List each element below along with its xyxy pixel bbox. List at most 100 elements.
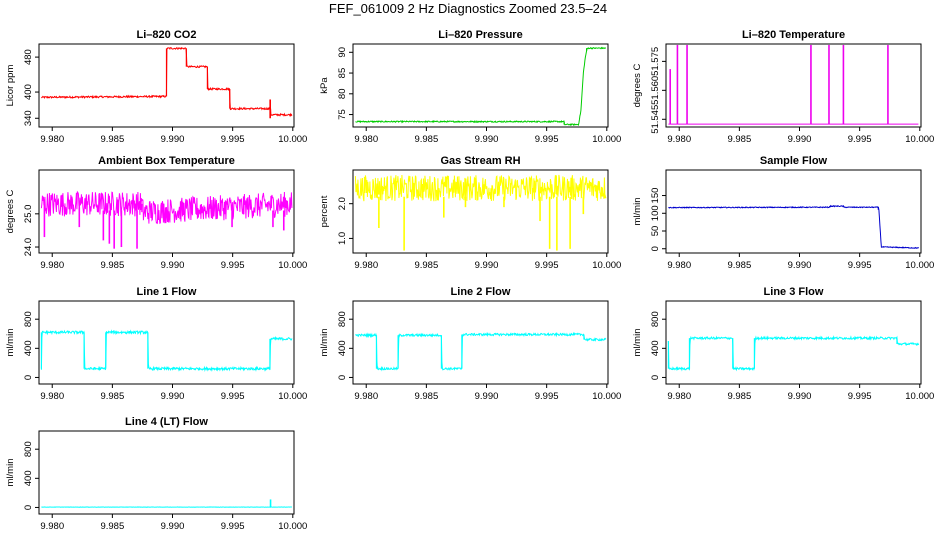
plot-area bbox=[40, 190, 293, 249]
x-tick-label: 9.995 bbox=[221, 391, 245, 402]
plot-frame bbox=[38, 430, 295, 515]
panel-sample-flow: Sample Flow ml/min 9.980 9.985 9.990 9.995 10.… bbox=[632, 155, 934, 271]
y-tick-label: 400 bbox=[337, 340, 348, 356]
x-tick-label: 9.985 bbox=[100, 391, 124, 402]
plot-frame bbox=[665, 169, 922, 254]
panel-title: Gas Stream RH bbox=[440, 155, 520, 167]
plot-frame bbox=[38, 43, 295, 128]
x-tick-label: 9.990 bbox=[161, 391, 185, 402]
y-tick-label: 0 bbox=[650, 246, 661, 251]
y-tick-label: 25.0 bbox=[23, 205, 34, 224]
panel-title: Ambient Box Temperature bbox=[98, 155, 235, 167]
plot-area bbox=[668, 204, 919, 250]
plot-area bbox=[668, 44, 919, 125]
y-tick-label: 24.0 bbox=[23, 238, 34, 256]
x-tick-label: 9.985 bbox=[414, 391, 438, 402]
x-tick-label: 9.985 bbox=[100, 521, 124, 532]
x-tick-label: 9.980 bbox=[40, 391, 64, 402]
figure-title: FEF_061009 2 Hz Diagnostics Zoomed 23.5–… bbox=[328, 1, 608, 16]
panel-title: Sample Flow bbox=[760, 155, 828, 167]
x-tick-label: 9.980 bbox=[40, 134, 64, 145]
x-tick-label: 10.000 bbox=[905, 134, 934, 145]
plot-area bbox=[355, 46, 606, 127]
y-tick-label: 800 bbox=[23, 441, 34, 457]
y-axis-label: degrees C bbox=[632, 63, 643, 107]
y-tick-label: 400 bbox=[650, 340, 661, 356]
y-tick-label: 100 bbox=[650, 205, 661, 221]
plot-area bbox=[354, 174, 607, 251]
series-line bbox=[668, 204, 919, 250]
y-axis-label: ml/min bbox=[319, 329, 330, 357]
x-tick-label: 9.985 bbox=[100, 260, 124, 271]
x-tick-label: 9.980 bbox=[354, 260, 378, 271]
y-tick-label: 400 bbox=[23, 470, 34, 486]
plot-area bbox=[41, 499, 293, 508]
x-tick-label: 9.980 bbox=[40, 260, 64, 271]
y-tick-label: 800 bbox=[23, 311, 34, 327]
plot-frame bbox=[352, 300, 609, 385]
x-tick-label: 9.980 bbox=[667, 134, 691, 145]
x-tick-label: 10.000 bbox=[905, 260, 934, 271]
y-axis-label: ml/min bbox=[5, 459, 16, 487]
x-tick-label: 9.995 bbox=[221, 260, 245, 271]
x-tick-label: 10.000 bbox=[592, 260, 621, 271]
x-tick-label: 9.990 bbox=[475, 134, 499, 145]
plot-frame bbox=[38, 169, 295, 254]
x-tick-label: 10.000 bbox=[278, 521, 307, 532]
y-tick-label: 51.560 bbox=[650, 76, 661, 105]
y-axis-label: ml/min bbox=[632, 329, 643, 357]
series-line bbox=[667, 335, 920, 372]
panel-title: Li–820 Temperature bbox=[742, 29, 845, 41]
x-tick-label: 9.980 bbox=[354, 134, 378, 145]
x-tick-label: 9.985 bbox=[727, 391, 751, 402]
y-axis-label: Licor ppm bbox=[5, 65, 16, 107]
y-tick-label: 80 bbox=[337, 89, 348, 100]
y-tick-label: 75 bbox=[337, 109, 348, 120]
panel-title: Line 1 Flow bbox=[137, 286, 197, 298]
x-tick-label: 10.000 bbox=[278, 391, 307, 402]
x-tick-label: 9.990 bbox=[161, 521, 185, 532]
y-tick-label: 2.0 bbox=[337, 197, 348, 210]
y-tick-label: 0 bbox=[23, 375, 34, 380]
y-tick-label: 0 bbox=[337, 375, 348, 380]
panel-title: Li–820 Pressure bbox=[438, 29, 522, 41]
plot-area bbox=[667, 335, 920, 372]
x-tick-label: 9.985 bbox=[727, 134, 751, 145]
x-tick-label: 10.000 bbox=[278, 134, 307, 145]
y-tick-label: 800 bbox=[650, 311, 661, 327]
x-tick-label: 9.995 bbox=[221, 134, 245, 145]
x-tick-label: 9.990 bbox=[788, 134, 812, 145]
y-tick-label: 340 bbox=[23, 110, 34, 126]
x-tick-label: 9.995 bbox=[848, 260, 872, 271]
x-tick-label: 9.985 bbox=[100, 134, 124, 145]
plot-area bbox=[355, 331, 607, 372]
panel-line-4-lt-flow: Line 4 (LT) Flow ml/min 9.980 9.985 9.990 9.9… bbox=[5, 416, 307, 532]
panel-gas-stream-rh: Gas Stream RH percent 9.980 9.985 9.990 9.995… bbox=[319, 155, 621, 271]
y-axis-label: degrees C bbox=[5, 189, 16, 233]
plot-area bbox=[40, 329, 293, 372]
panel-li-820-pressure: Li–820 Pressure kPa 9.980 9.985 9.990 9.995 10… bbox=[319, 29, 621, 145]
x-tick-label: 9.995 bbox=[535, 134, 559, 145]
y-tick-label: 85 bbox=[337, 68, 348, 79]
x-tick-label: 9.990 bbox=[475, 260, 499, 271]
y-tick-label: 400 bbox=[23, 84, 34, 100]
series-line bbox=[40, 329, 293, 372]
panel-li-820-temperature: Li–820 Temperature degrees C 9.980 9.985 9.9… bbox=[632, 29, 934, 145]
panel-title: Line 4 (LT) Flow bbox=[125, 416, 208, 428]
y-tick-label: 480 bbox=[23, 49, 34, 65]
panel-title: Li–820 CO2 bbox=[137, 29, 197, 41]
x-tick-label: 9.990 bbox=[475, 391, 499, 402]
x-tick-label: 9.990 bbox=[788, 260, 812, 271]
x-tick-label: 9.995 bbox=[535, 260, 559, 271]
plot-frame bbox=[38, 300, 295, 385]
panel-line-1-flow: Line 1 Flow ml/min 9.980 9.985 9.990 9.995 10.… bbox=[5, 286, 307, 402]
x-tick-label: 9.985 bbox=[727, 260, 751, 271]
panel-li-820-co2: Li–820 CO2 Licor ppm 9.980 9.985 9.990 9.995 1… bbox=[5, 29, 307, 145]
x-tick-label: 9.985 bbox=[414, 134, 438, 145]
y-axis-label: percent bbox=[319, 195, 330, 227]
x-tick-label: 9.985 bbox=[414, 260, 438, 271]
y-axis-label: ml/min bbox=[5, 329, 16, 357]
y-tick-label: 0 bbox=[23, 505, 34, 510]
plot-frame bbox=[352, 169, 609, 254]
